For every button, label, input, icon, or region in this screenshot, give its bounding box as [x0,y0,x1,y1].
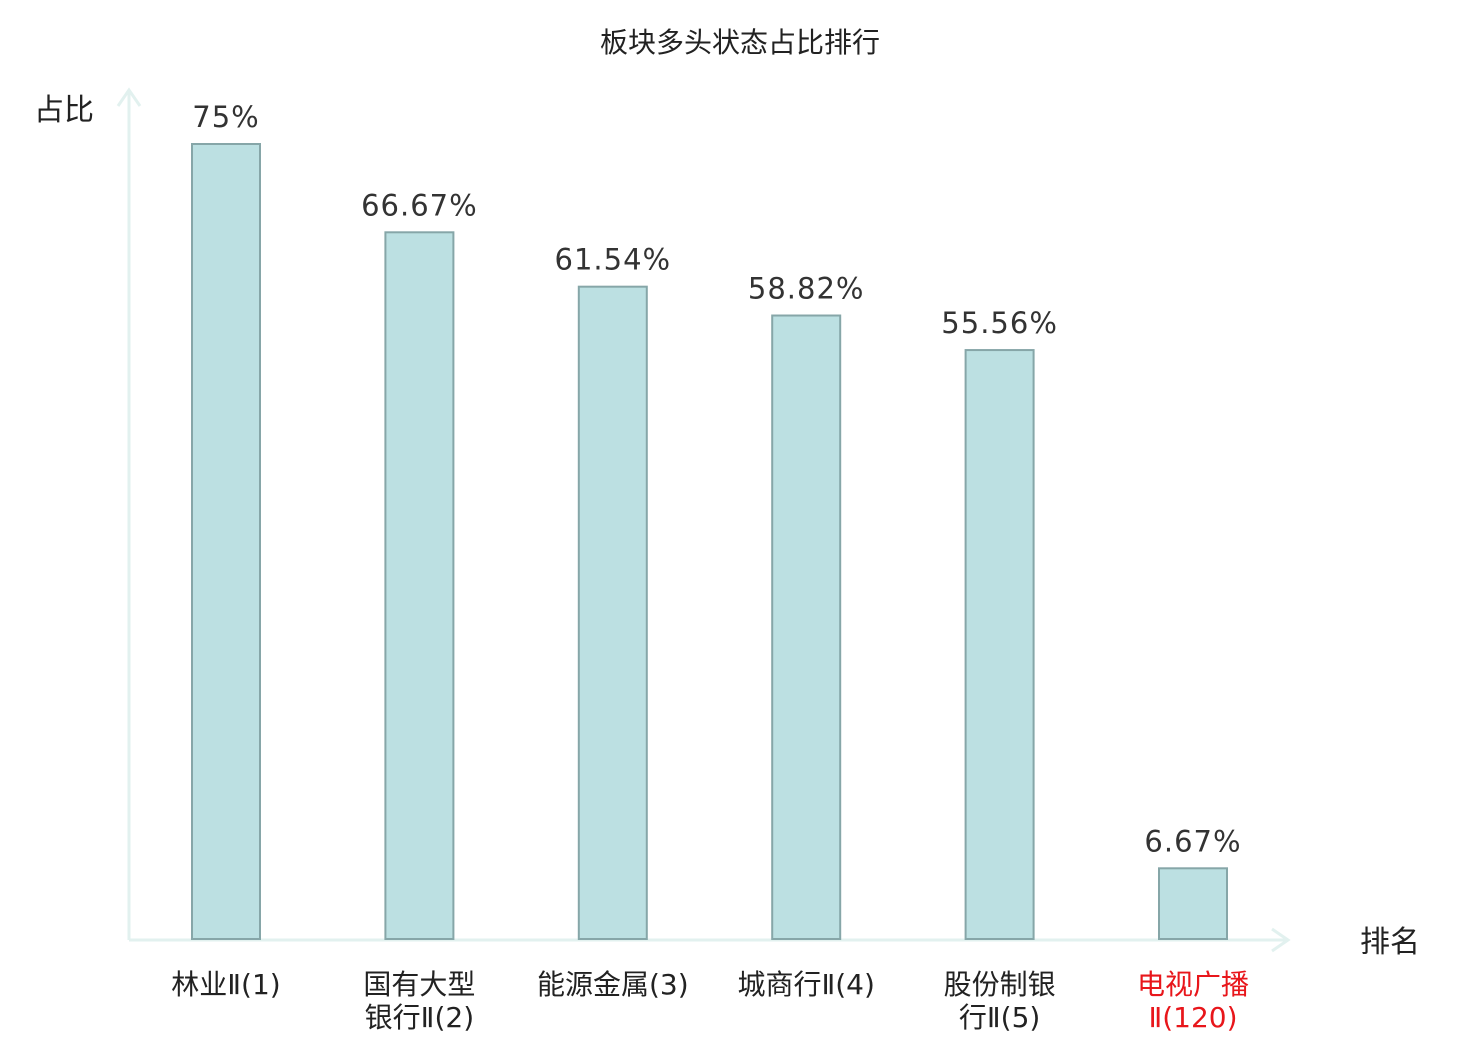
category-label-2-line-1: 国有大型 [363,968,475,1001]
bar-6 [1158,867,1228,940]
value-label-1: 75% [192,100,259,134]
y-axis-arrow [116,87,142,107]
category-label-5-line-1: 股份制银 [944,968,1056,1001]
chart-title: 板块多头状态占比排行 [600,26,880,59]
bar-1 [191,143,261,940]
value-label-6: 6.67% [1144,824,1241,858]
value-labels: 75% 66.67% 61.54% 58.82% 55.56% 6.67% [192,100,1241,858]
category-label-3: 能源金属(3) [537,968,689,1001]
y-axis-label: 占比 [34,93,94,128]
category-label-5-line-2: 行Ⅱ(5) [959,1001,1040,1034]
x-axis-label: 排名 [1360,925,1420,960]
category-label-4: 城商行Ⅱ(4) [737,968,874,1001]
category-label-6-line-1: 电视广播 [1137,968,1249,1001]
bar-series [191,143,1228,941]
value-label-5: 55.56% [941,306,1058,340]
category-label-2-line-2: 银行Ⅱ(2) [365,1001,474,1034]
bar-3 [577,285,648,940]
value-label-3: 61.54% [555,243,672,277]
bar-2 [384,231,455,941]
bar-4 [771,314,842,940]
bar-5 [964,349,1035,940]
x-axis-arrow [1271,927,1291,953]
category-label-6-line-2: Ⅱ(120) [1148,1001,1237,1034]
axes [116,87,1291,953]
value-label-2: 66.67% [361,188,478,222]
category-label-1: 林业Ⅱ(1) [171,968,280,1001]
value-label-4: 58.82% [748,272,865,306]
